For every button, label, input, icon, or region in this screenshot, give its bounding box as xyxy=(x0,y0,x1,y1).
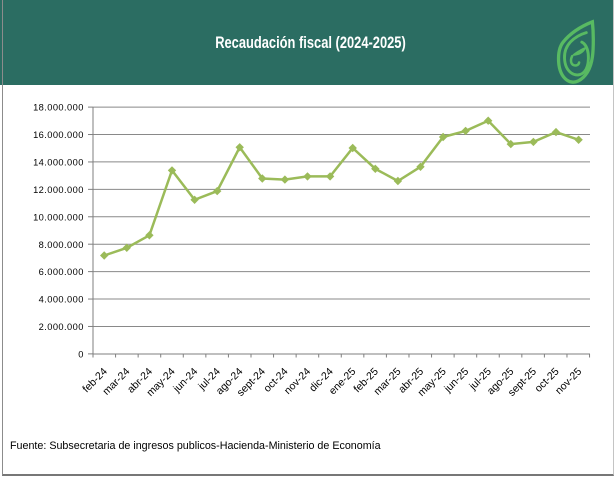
svg-text:nov-24: nov-24 xyxy=(282,366,313,397)
svg-text:8.000.000: 8.000.000 xyxy=(39,240,84,250)
svg-text:10.000.000: 10.000.000 xyxy=(33,212,84,222)
svg-text:jun-25: jun-25 xyxy=(441,366,471,396)
svg-text:0: 0 xyxy=(78,349,84,359)
svg-text:2.000.000: 2.000.000 xyxy=(39,322,84,332)
svg-text:4.000.000: 4.000.000 xyxy=(39,295,84,305)
svg-text:18.000.000: 18.000.000 xyxy=(33,103,84,113)
svg-text:16.000.000: 16.000.000 xyxy=(33,130,84,140)
svg-text:6.000.000: 6.000.000 xyxy=(39,267,84,277)
svg-text:12.000.000: 12.000.000 xyxy=(33,185,84,195)
svg-text:jun-24: jun-24 xyxy=(170,366,200,396)
svg-text:nov-25: nov-25 xyxy=(553,366,584,397)
svg-text:14.000.000: 14.000.000 xyxy=(33,158,84,168)
